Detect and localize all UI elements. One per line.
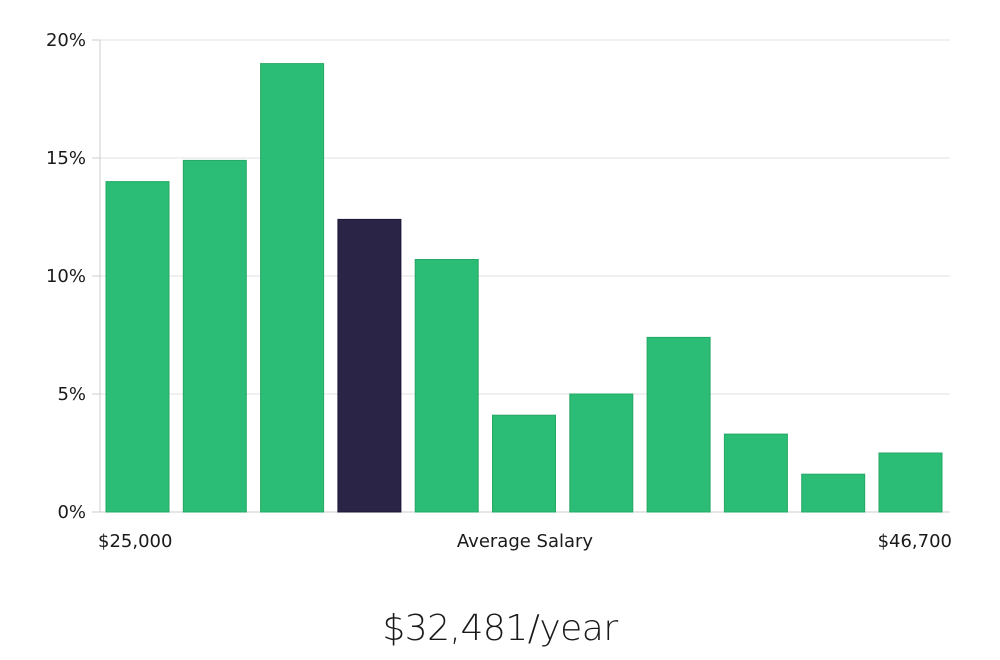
x-axis-max-label: $46,700 xyxy=(878,531,952,552)
bar xyxy=(801,473,866,513)
x-axis-title: Average Salary xyxy=(457,531,594,552)
bar xyxy=(878,452,943,513)
bar xyxy=(569,393,634,513)
bar xyxy=(105,181,170,513)
bar xyxy=(646,336,711,513)
bar xyxy=(414,259,479,513)
bar xyxy=(492,414,556,513)
bar-highlighted xyxy=(337,218,402,513)
y-axis-ticks: 0% 5% 10% 15% 20% xyxy=(46,30,100,523)
bar xyxy=(260,63,325,513)
average-salary-value: $32,481/year xyxy=(382,608,618,649)
y-tick-label: 20% xyxy=(46,30,86,51)
bar xyxy=(723,433,788,513)
bar xyxy=(182,159,247,513)
bars xyxy=(105,63,943,513)
y-tick-label: 0% xyxy=(57,502,86,523)
y-tick-label: 5% xyxy=(57,384,86,405)
x-axis-min-label: $25,000 xyxy=(98,531,172,552)
y-tick-label: 15% xyxy=(46,148,86,169)
y-tick-label: 10% xyxy=(46,266,86,287)
